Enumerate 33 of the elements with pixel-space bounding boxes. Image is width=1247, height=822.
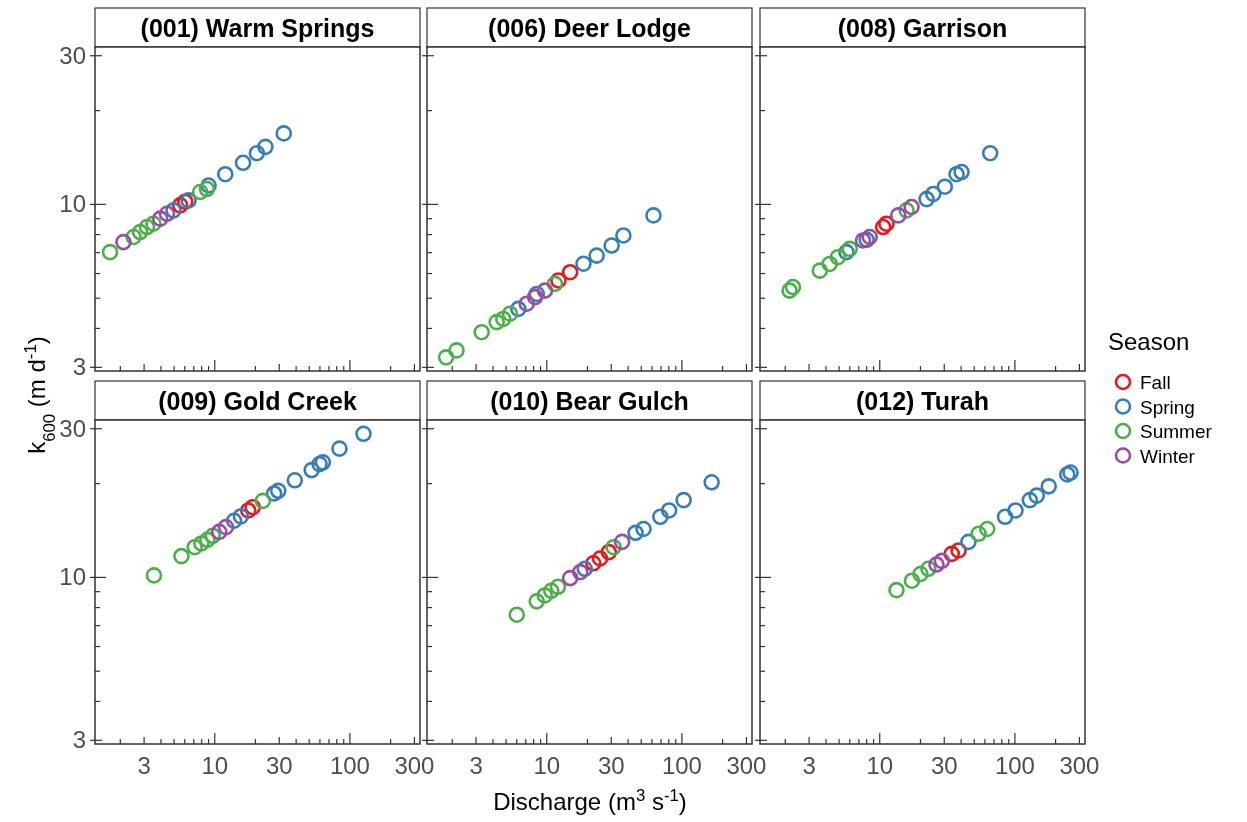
x-axis-title: Discharge (m$^{3}$ s$^{-1}$) [493,785,687,815]
chart-title: (009) Gold Creek [158,386,357,415]
x-tick-label: 100 [329,752,370,779]
x-tick-label: 3 [469,752,483,779]
legend-label: Summer [1140,421,1213,442]
y-tick-label: 30 [59,41,86,69]
x-tick-label: 10 [533,752,561,779]
chart-title: (006) Deer Lodge [488,13,692,42]
y-tick-label: 10 [59,563,86,591]
legend-label: Winter [1140,445,1196,467]
x-tick-label: 10 [866,752,894,779]
x-tick-label: 10 [201,752,229,779]
x-tick-label: 30 [597,752,625,779]
legend-title: Season [1108,328,1190,355]
legend-label: Fall [1140,372,1171,393]
x-tick-label: 3 [802,752,816,779]
x-tick-label: 3 [137,752,151,779]
legend-label: Spring [1140,396,1195,418]
y-tick-label: 10 [59,190,86,218]
x-tick-label: 300 [1059,752,1100,779]
y-tick-label: 30 [59,414,86,442]
y-tick-label: 3 [72,353,86,381]
x-tick-label: 100 [994,752,1035,779]
chart-title: (008) Garrison [837,13,1008,42]
x-tick-label: 30 [265,752,293,779]
x-tick-label: 300 [394,752,435,779]
x-tick-label: 300 [726,752,767,779]
y-tick-label: 3 [72,726,86,754]
chart-title: (012) Turah [856,386,989,415]
x-tick-label: 100 [661,752,702,779]
chart-title: (001) Warm Springs [140,13,375,42]
chart-title: (010) Bear Gulch [490,386,689,415]
x-tick-label: 30 [930,752,958,779]
